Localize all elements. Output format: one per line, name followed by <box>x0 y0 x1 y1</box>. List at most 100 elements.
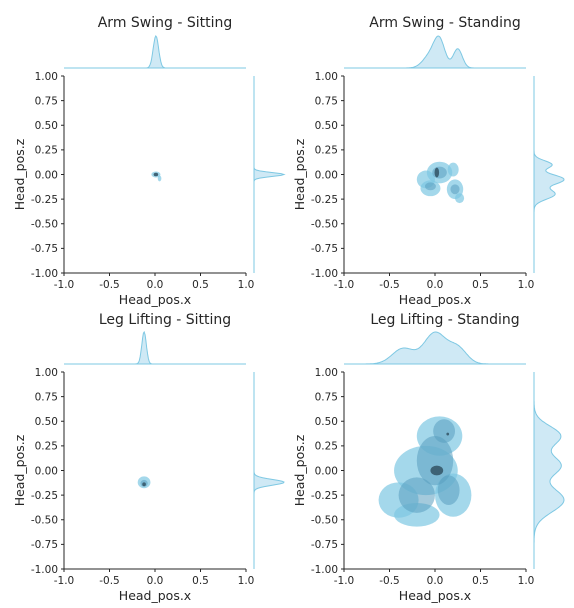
panel-title: Arm Swing - Standing <box>369 15 520 31</box>
y-tick-label: 0.00 <box>315 169 338 181</box>
x-tick-label: 1.0 <box>518 279 535 291</box>
x-tick-label: 0.0 <box>427 279 444 291</box>
y-tick-label: 0.00 <box>315 465 338 477</box>
x-axis-label: Head_pos.x <box>119 292 191 307</box>
chart-panel-1: -1.0 -0.5 0.0 0.5 1.0 1.00 0.75 0.50 0.25 0.00 -0.… <box>12 15 286 307</box>
y-tick-label: 0.75 <box>315 95 338 107</box>
y-tick-label: 0.25 <box>315 145 338 157</box>
y-tick-label: 0.00 <box>35 465 58 477</box>
marginal-y-density <box>533 372 565 569</box>
density-region-level-2 <box>450 184 460 195</box>
x-axis-label: Head_pos.x <box>119 588 191 603</box>
x-tick-label: 1.0 <box>238 575 255 587</box>
marginal-y-density <box>253 76 286 273</box>
y-tick-label: -0.25 <box>311 490 338 502</box>
density-region-level-3 <box>430 465 444 476</box>
x-tick-label: 0.0 <box>147 575 164 587</box>
density-region-level-3 <box>142 482 146 487</box>
x-tick-label: 0.5 <box>472 279 489 291</box>
y-tick-label: -1.00 <box>31 564 58 576</box>
y-tick-label: -0.25 <box>311 194 338 206</box>
y-tick-label: -0.50 <box>311 219 338 231</box>
x-axis-label: Head_pos.x <box>399 292 471 307</box>
density-region-level-2 <box>437 475 460 505</box>
x-tick-label: 1.0 <box>238 279 255 291</box>
panel-title: Arm Swing - Sitting <box>98 15 233 31</box>
y-axis-label: Head_pos.z <box>12 434 27 506</box>
y-tick-label: 0.50 <box>315 120 338 132</box>
marginal-x-density <box>64 35 246 69</box>
marginal-x-density <box>64 330 246 365</box>
y-axis-label: Head_pos.z <box>292 434 307 506</box>
y-tick-label: 0.50 <box>35 120 58 132</box>
y-tick-label: -0.75 <box>311 539 338 551</box>
x-tick-label: -1.0 <box>334 575 355 587</box>
density-region-level-2 <box>424 182 436 191</box>
density-plot <box>416 161 465 204</box>
y-tick-label: -0.50 <box>31 219 58 231</box>
y-tick-label: -0.25 <box>31 490 58 502</box>
density-plot <box>137 476 151 489</box>
y-tick-label: 0.25 <box>35 145 58 157</box>
x-tick-label: 0.5 <box>192 575 209 587</box>
density-region-level-3 <box>446 432 450 436</box>
y-tick-label: -0.50 <box>31 515 58 527</box>
y-tick-label: 1.00 <box>35 367 58 379</box>
chart-panel-3: -1.0 -0.5 0.0 0.5 1.0 1.00 0.75 0.50 0.25 0.00 -0.… <box>12 312 285 603</box>
y-tick-label: 0.50 <box>315 416 338 428</box>
y-tick-label: -0.25 <box>31 194 58 206</box>
density-region-level-2 <box>432 166 447 179</box>
density-region-level-2 <box>433 419 456 443</box>
chart-panel-2: -1.0 -0.5 0.0 0.5 1.0 1.00 0.75 0.50 0.25 0.00 -0.… <box>292 15 565 307</box>
density-region-level-1 <box>157 175 162 182</box>
y-tick-label: -1.00 <box>311 564 338 576</box>
density-plot <box>378 416 472 527</box>
y-tick-label: -0.75 <box>31 539 58 551</box>
marginal-x-density <box>344 35 526 69</box>
x-tick-label: 0.0 <box>147 279 164 291</box>
x-tick-label: -1.0 <box>54 575 75 587</box>
y-tick-label: 0.75 <box>35 391 58 403</box>
y-tick-label: -1.00 <box>311 268 338 280</box>
density-plot <box>151 171 162 182</box>
y-tick-label: -0.75 <box>31 243 58 255</box>
y-axis-label: Head_pos.z <box>12 138 27 210</box>
density-region-level-3 <box>434 167 440 178</box>
y-tick-label: 1.00 <box>315 367 338 379</box>
y-tick-label: 0.25 <box>315 441 338 453</box>
y-tick-label: 0.50 <box>35 416 58 428</box>
x-axis-label: Head_pos.x <box>399 588 471 603</box>
y-tick-label: 1.00 <box>315 71 338 83</box>
x-tick-label: 0.0 <box>427 575 444 587</box>
y-tick-label: 0.00 <box>35 169 58 181</box>
y-tick-label: -0.75 <box>311 243 338 255</box>
y-tick-label: -0.50 <box>311 515 338 527</box>
x-tick-label: -1.0 <box>334 279 355 291</box>
y-tick-label: 0.75 <box>315 391 338 403</box>
y-tick-label: 1.00 <box>35 71 58 83</box>
y-tick-label: -1.00 <box>31 268 58 280</box>
y-tick-label: 0.25 <box>35 441 58 453</box>
chart-panel-4: -1.0 -0.5 0.0 0.5 1.0 1.00 0.75 0.50 0.25 0.00 -0.… <box>292 312 565 603</box>
density-region-level-3 <box>153 172 159 177</box>
marginal-y-density <box>533 76 565 273</box>
x-tick-label: -1.0 <box>54 279 75 291</box>
x-tick-label: 1.0 <box>518 575 535 587</box>
x-tick-label: 0.5 <box>192 279 209 291</box>
x-tick-label: 0.5 <box>472 575 489 587</box>
density-region-level-1 <box>455 193 465 204</box>
density-region-level-2 <box>398 477 435 513</box>
x-tick-label: -0.5 <box>99 279 120 291</box>
panel-title: Leg Lifting - Sitting <box>99 312 231 328</box>
density-region-level-2 <box>416 436 454 486</box>
y-axis-label: Head_pos.z <box>292 138 307 210</box>
x-tick-label: -0.5 <box>379 279 400 291</box>
marginal-y-density <box>253 372 285 569</box>
x-tick-label: -0.5 <box>99 575 120 587</box>
x-tick-label: -0.5 <box>379 575 400 587</box>
density-region-level-1 <box>447 162 459 177</box>
marginal-x-density <box>344 331 526 365</box>
panel-title: Leg Lifting - Standing <box>370 312 519 328</box>
y-tick-label: 0.75 <box>35 95 58 107</box>
